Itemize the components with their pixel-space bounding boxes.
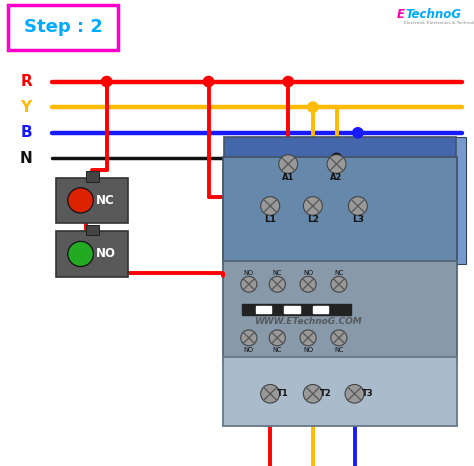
Circle shape [331,153,342,164]
Circle shape [308,102,318,112]
FancyBboxPatch shape [454,137,466,264]
Bar [86,225,99,235]
FancyBboxPatch shape [56,178,128,223]
FancyBboxPatch shape [56,231,128,276]
Text: NC: NC [273,348,282,353]
Text: L1: L1 [264,215,276,225]
Circle shape [283,76,293,87]
Text: NO: NO [96,247,116,260]
Text: NO: NO [303,270,313,275]
Bar [242,304,351,315]
Circle shape [241,276,257,292]
Text: Y: Y [20,100,32,115]
Circle shape [300,330,316,346]
Text: T1: T1 [277,389,289,398]
FancyBboxPatch shape [223,261,457,361]
Circle shape [327,155,346,173]
Text: NC: NC [273,270,282,275]
Circle shape [68,188,93,213]
Bar [313,306,328,313]
Text: T3: T3 [362,389,374,398]
Circle shape [303,197,322,215]
Circle shape [241,330,257,346]
FancyBboxPatch shape [224,137,456,159]
Text: N: N [20,151,32,166]
Bar [256,306,271,313]
Text: Step : 2: Step : 2 [24,19,102,36]
Text: A1: A1 [282,172,294,182]
Text: NO: NO [244,270,254,275]
FancyBboxPatch shape [223,157,457,265]
Circle shape [261,384,280,403]
Circle shape [68,241,93,267]
Text: NO: NO [303,348,313,353]
Circle shape [331,276,347,292]
Circle shape [261,197,280,215]
Text: TechnoG: TechnoG [406,8,462,21]
Circle shape [331,330,347,346]
Text: WWW.ETechnoG.COM: WWW.ETechnoG.COM [254,317,362,326]
Bar [284,306,300,313]
Circle shape [303,384,322,403]
Text: T2: T2 [320,389,332,398]
Text: B: B [20,125,32,140]
Text: NC: NC [334,348,344,353]
Text: R: R [20,74,32,89]
Circle shape [269,276,285,292]
Circle shape [348,197,367,215]
Circle shape [300,276,316,292]
Text: Electrical, Electronics & Technology: Electrical, Electronics & Technology [404,21,474,25]
Text: NC: NC [334,270,344,275]
Circle shape [101,76,112,87]
Bar [86,171,99,181]
Text: A2: A2 [330,172,343,182]
FancyBboxPatch shape [223,357,457,426]
Text: NO: NO [244,348,254,353]
FancyBboxPatch shape [8,5,118,50]
Text: E: E [397,8,405,21]
Text: NC: NC [96,194,115,207]
Circle shape [269,330,285,346]
Text: L3: L3 [352,215,364,225]
Circle shape [203,76,214,87]
Circle shape [345,384,364,403]
Circle shape [279,155,298,173]
Text: L2: L2 [307,215,319,225]
Circle shape [353,128,363,138]
